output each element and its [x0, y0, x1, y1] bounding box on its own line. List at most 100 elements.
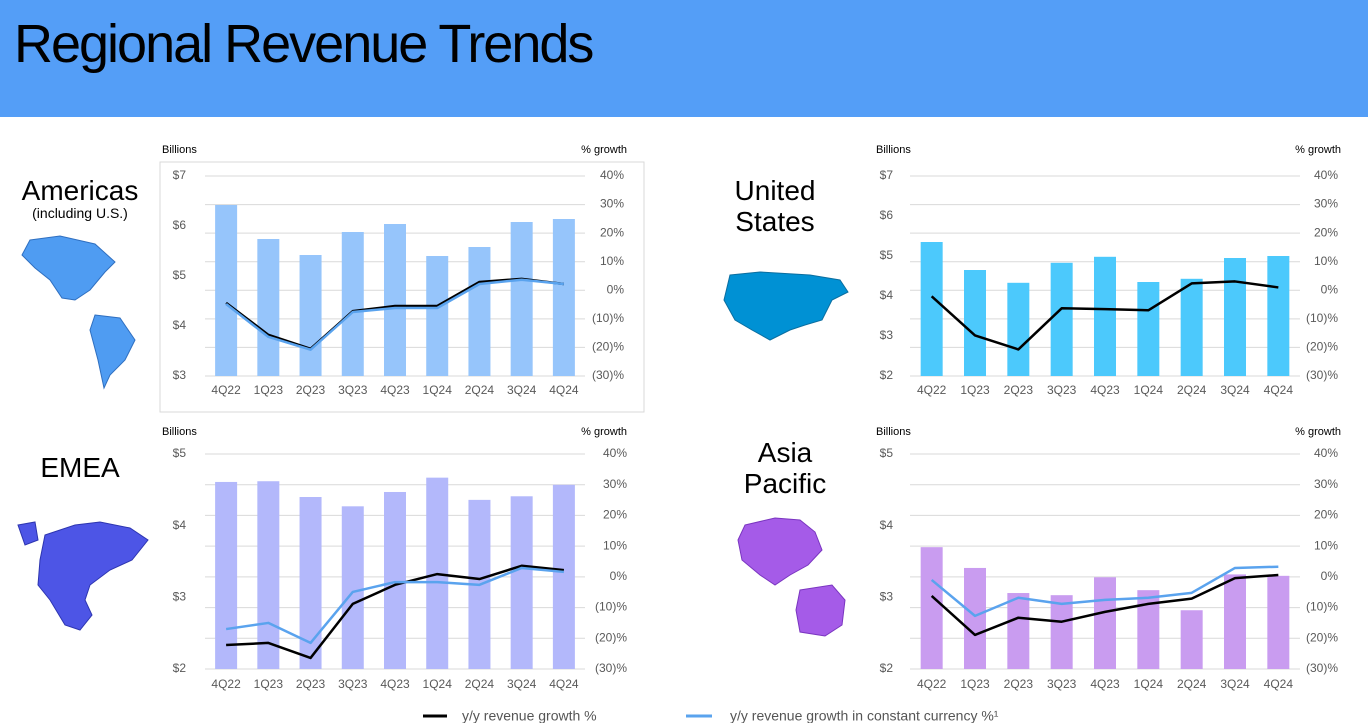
emea-map	[17, 521, 149, 631]
bar	[215, 205, 238, 376]
y2-tick-label: 30%	[1314, 197, 1338, 211]
y-tick-label: $6	[880, 208, 894, 222]
x-tick-label: 1Q23	[254, 677, 284, 691]
y2-tick-label: 0%	[607, 282, 625, 296]
y2-tick-label: 30%	[600, 197, 624, 211]
y-tick-label: $2	[173, 661, 187, 675]
bar	[1094, 577, 1116, 669]
y-tick-label: $3	[880, 328, 894, 342]
y2-tick-label: 10%	[1314, 254, 1338, 268]
x-tick-label: 4Q24	[1264, 677, 1294, 691]
y-tick-label: $4	[173, 318, 187, 332]
x-tick-label: 2Q23	[1004, 383, 1034, 397]
bar	[1137, 590, 1160, 669]
y2-tick-label: 0%	[1321, 282, 1339, 296]
x-tick-label: 1Q23	[254, 383, 284, 397]
bar	[920, 547, 943, 669]
x-tick-label: 3Q24	[507, 677, 537, 691]
y2-tick-label: 10%	[1314, 538, 1338, 552]
y-tick-label: $2	[880, 661, 894, 675]
bar	[552, 219, 575, 376]
y2-tick-label: 20%	[1314, 225, 1338, 239]
y2-tick-label: (30)%	[1306, 661, 1338, 675]
x-tick-label: 2Q24	[465, 383, 495, 397]
x-tick-label: 4Q23	[1090, 677, 1120, 691]
y2-tick-label: (30)%	[592, 368, 624, 382]
y2-tick-label: 30%	[1314, 477, 1338, 491]
growth-line	[226, 564, 565, 660]
bar	[299, 255, 322, 376]
x-tick-label: 2Q24	[1177, 677, 1207, 691]
bar	[468, 247, 491, 376]
y2-tick-label: 20%	[600, 225, 624, 239]
y-tick-label: $5	[880, 248, 894, 262]
y2-tick-label: 10%	[603, 538, 627, 552]
y2-tick-label: 10%	[600, 254, 624, 268]
apac-map	[737, 517, 846, 637]
y2-tick-label: 40%	[603, 446, 627, 460]
chart-frame	[159, 161, 645, 413]
bar	[1180, 278, 1203, 376]
y2-tick-label: (10)%	[1306, 600, 1338, 614]
bar	[1137, 282, 1160, 376]
growth-line	[930, 573, 1279, 637]
bar	[384, 224, 406, 376]
bar	[215, 481, 238, 669]
bar	[1007, 282, 1030, 376]
bar	[257, 239, 280, 376]
y2-tick-label: 0%	[610, 569, 628, 583]
y2-tick-label: (10)%	[1306, 311, 1338, 325]
bar	[964, 567, 986, 669]
x-tick-label: 2Q23	[1004, 677, 1034, 691]
bar	[384, 491, 406, 669]
y2-tick-label: (30)%	[1306, 368, 1338, 382]
x-tick-label: 1Q24	[1134, 677, 1164, 691]
x-tick-label: 4Q24	[549, 383, 579, 397]
bar	[510, 496, 533, 669]
bar	[1050, 262, 1073, 376]
y2-tick-label: (20)%	[1306, 340, 1338, 354]
x-tick-label: 1Q24	[1134, 383, 1164, 397]
x-tick-label: 4Q22	[917, 383, 947, 397]
x-tick-label: 2Q23	[296, 383, 326, 397]
y-axis-label: Billions	[876, 144, 911, 156]
bar	[1094, 256, 1116, 376]
y2-tick-label: 40%	[600, 168, 624, 182]
y-tick-label: $2	[880, 368, 894, 382]
region-label: Americas	[22, 175, 139, 206]
y-tick-label: $4	[880, 518, 894, 532]
bar	[920, 242, 943, 376]
y-tick-label: $7	[173, 168, 187, 182]
y-tick-label: $3	[173, 368, 187, 382]
x-tick-label: 2Q24	[465, 677, 495, 691]
slide-title: Regional Revenue Trends	[14, 14, 593, 74]
y-axis-label: Billions	[876, 426, 911, 438]
bar	[552, 484, 575, 669]
y-tick-label: $3	[880, 590, 894, 604]
header-band	[0, 0, 1368, 117]
growth-line	[930, 280, 1279, 351]
bar	[1050, 595, 1073, 669]
x-tick-label: 2Q23	[296, 677, 326, 691]
region-label: United	[735, 175, 816, 206]
us-map	[723, 271, 849, 341]
x-tick-label: 4Q23	[1090, 383, 1120, 397]
region-label: States	[735, 206, 814, 237]
x-tick-label: 4Q22	[917, 677, 947, 691]
x-tick-label: 3Q23	[1047, 677, 1077, 691]
y2-tick-label: (10)%	[595, 600, 627, 614]
bar	[510, 222, 533, 376]
legend-label: y/y revenue growth in constant currency …	[730, 708, 999, 723]
growth-line	[930, 565, 1279, 618]
x-tick-label: 4Q24	[549, 677, 579, 691]
legend: y/y revenue growth % y/y revenue growth …	[423, 708, 999, 723]
x-tick-label: 3Q23	[1047, 383, 1077, 397]
y-tick-label: $5	[173, 268, 187, 282]
y-tick-label: $5	[173, 446, 187, 460]
x-tick-label: 3Q23	[338, 677, 368, 691]
region-label: Pacific	[744, 468, 826, 499]
x-tick-label: 4Q24	[1264, 383, 1294, 397]
y2-axis-label: % growth	[1295, 144, 1341, 156]
x-tick-label: 1Q24	[423, 383, 453, 397]
y-tick-label: $5	[880, 446, 894, 460]
